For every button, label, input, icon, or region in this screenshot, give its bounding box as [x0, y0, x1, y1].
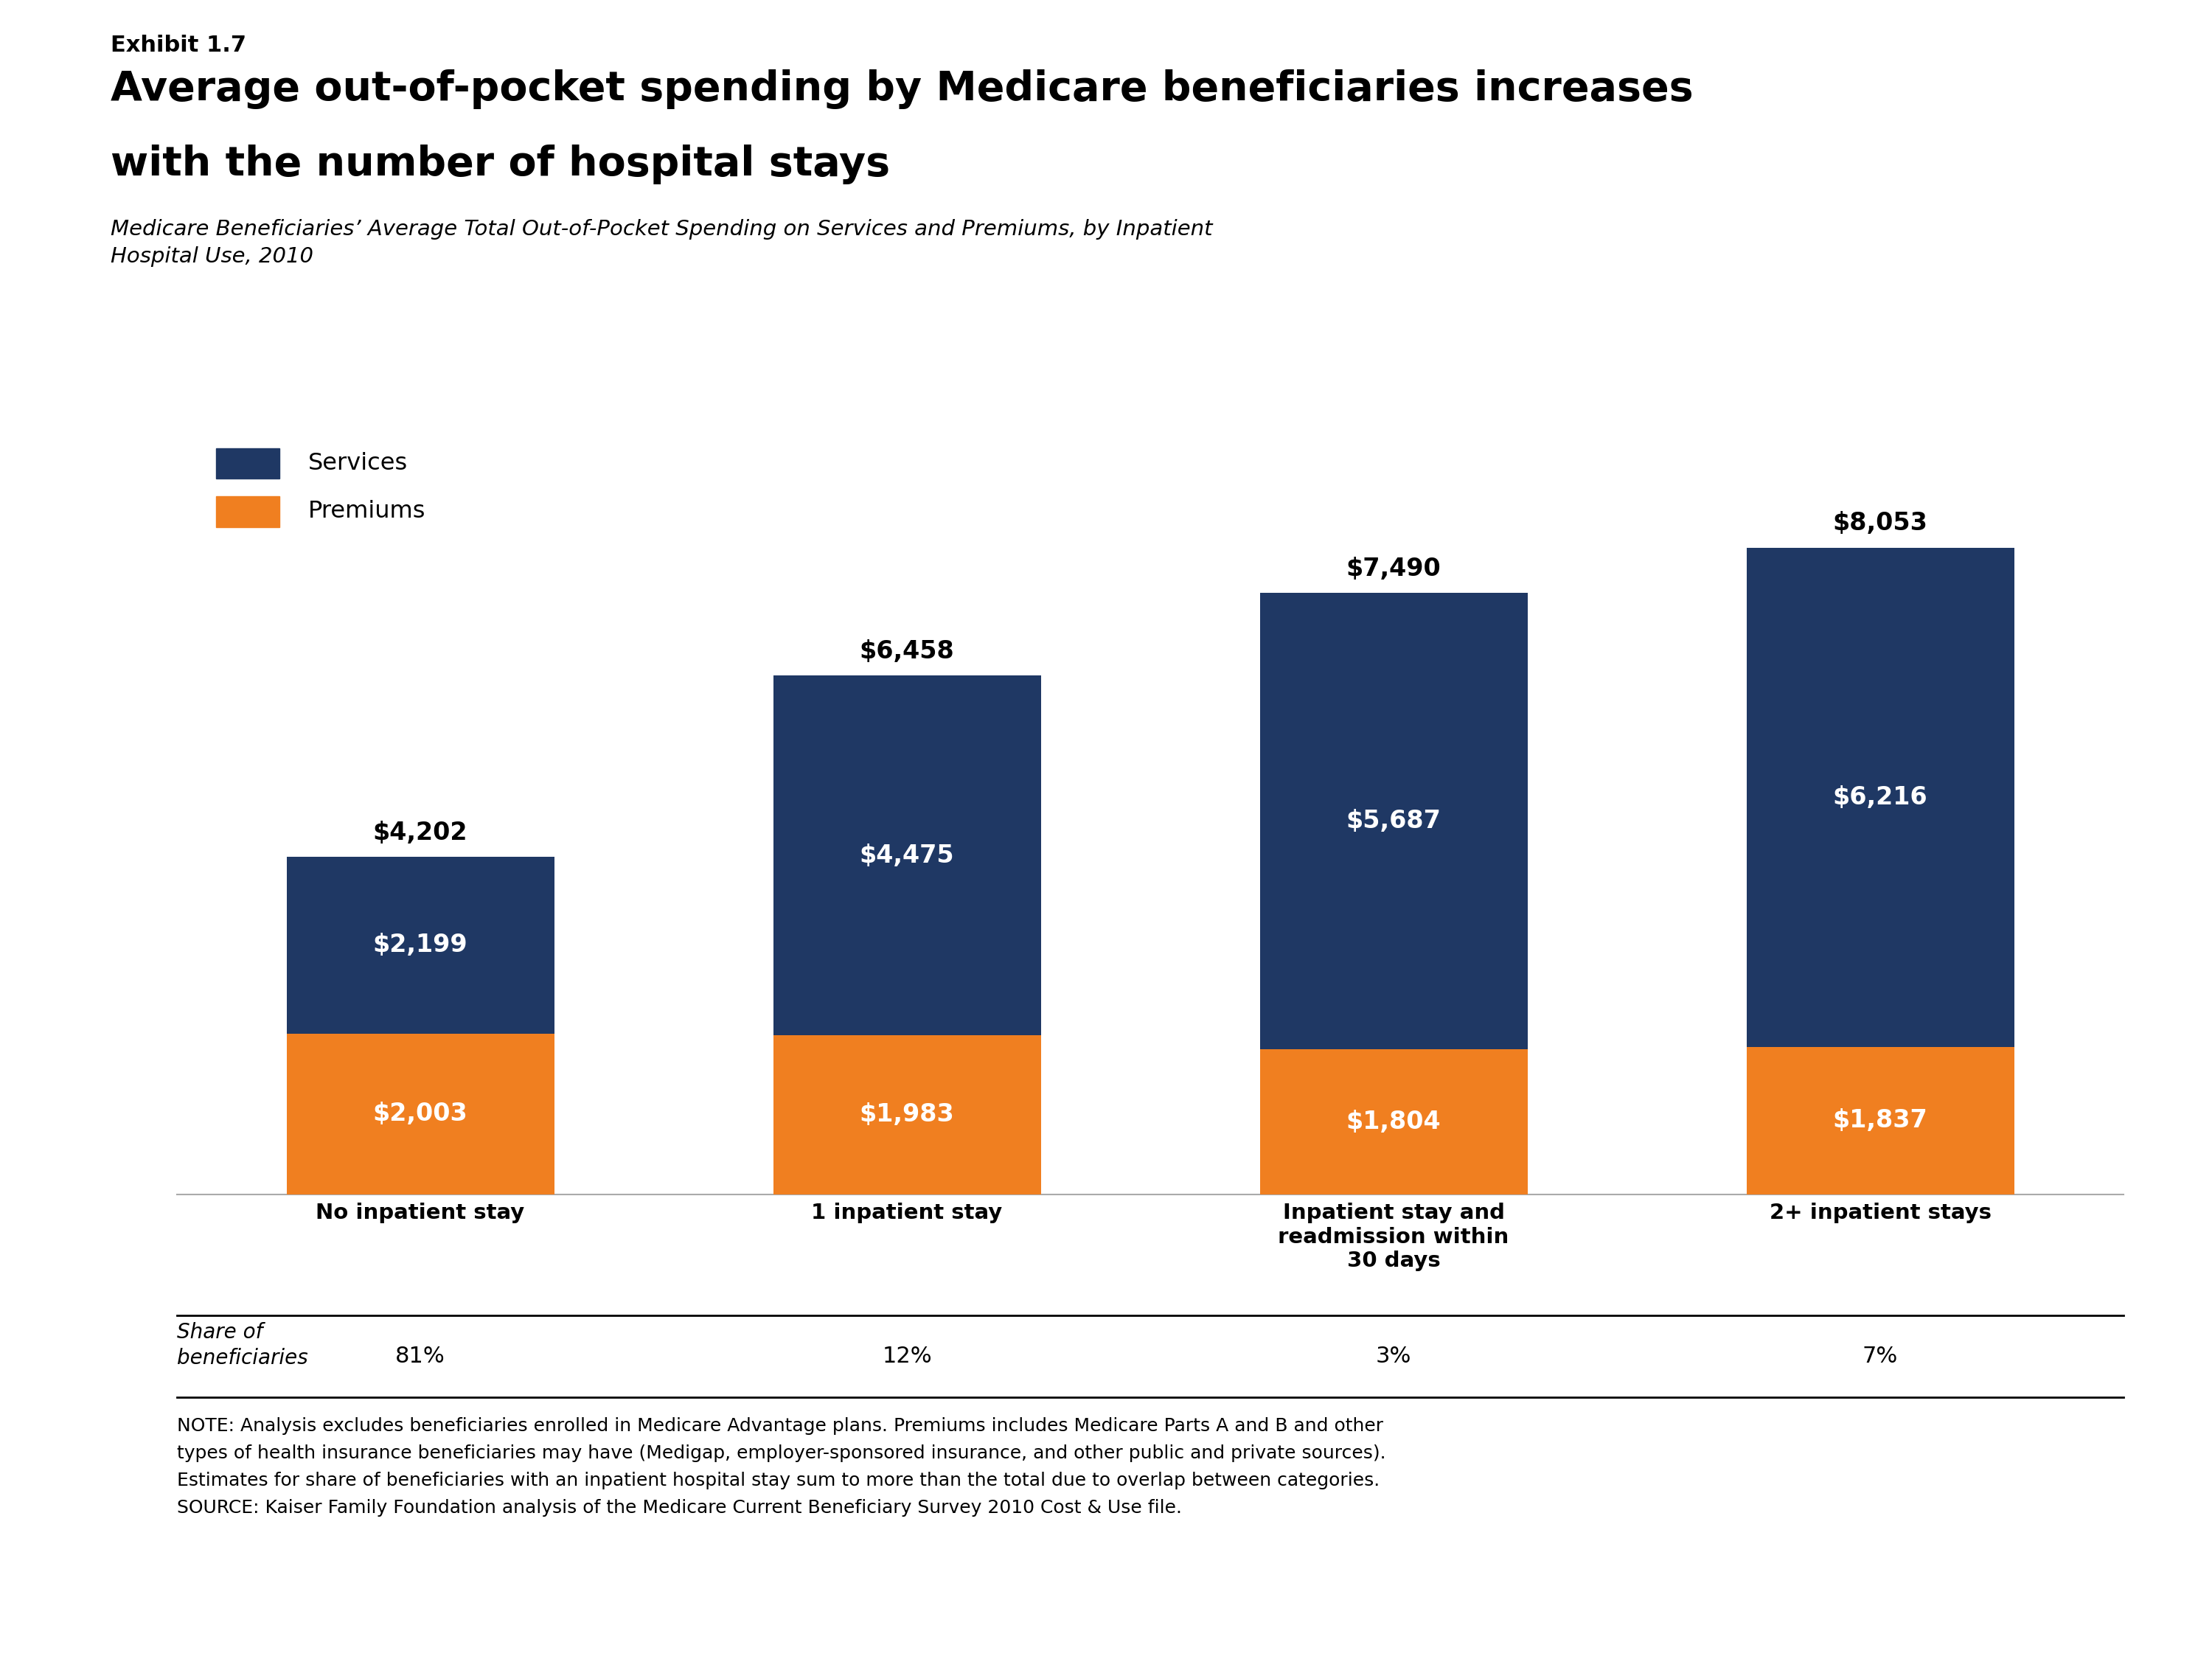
Bar — [1747, 1047, 2013, 1194]
Text: 3%: 3% — [1376, 1345, 1411, 1367]
Bar — [774, 675, 1040, 1035]
Text: $4,475: $4,475 — [860, 843, 953, 868]
Text: No inpatient stay: No inpatient stay — [316, 1203, 524, 1223]
Text: $1,804: $1,804 — [1347, 1110, 1440, 1135]
Bar — [774, 1035, 1040, 1194]
Bar — [288, 858, 553, 1034]
Text: 12%: 12% — [883, 1345, 931, 1367]
Text: $1,837: $1,837 — [1834, 1108, 1927, 1133]
Text: 1 inpatient stay: 1 inpatient stay — [812, 1203, 1002, 1223]
Bar — [1261, 592, 1526, 1050]
Text: $8,053: $8,053 — [1834, 511, 1927, 536]
Text: FOUNDATION: FOUNDATION — [1982, 1606, 2062, 1619]
Bar — [288, 1034, 553, 1194]
Text: $6,458: $6,458 — [860, 639, 953, 664]
Text: $1,983: $1,983 — [860, 1103, 953, 1126]
Text: Medicare Beneficiaries’ Average Total Out-of-Pocket Spending on Services and Pre: Medicare Beneficiaries’ Average Total Ou… — [111, 219, 1212, 267]
Bar — [217, 496, 279, 528]
Text: $7,490: $7,490 — [1347, 556, 1440, 581]
Bar — [217, 448, 279, 479]
Text: Services: Services — [307, 451, 407, 474]
Text: NOTE: Analysis excludes beneficiaries enrolled in Medicare Advantage plans. Prem: NOTE: Analysis excludes beneficiaries en… — [177, 1417, 1387, 1516]
Text: Share of
beneficiaries: Share of beneficiaries — [177, 1322, 307, 1369]
Bar — [1747, 547, 2013, 1047]
Bar — [1261, 1050, 1526, 1194]
Text: $5,687: $5,687 — [1347, 810, 1440, 833]
Text: 7%: 7% — [1863, 1345, 1898, 1367]
Text: FAMILY: FAMILY — [1978, 1543, 2066, 1564]
Text: KAISER: KAISER — [1975, 1501, 2068, 1521]
Text: $2,199: $2,199 — [374, 932, 467, 957]
Text: $4,202: $4,202 — [374, 821, 467, 844]
Text: 2+ inpatient stays: 2+ inpatient stays — [1770, 1203, 1991, 1223]
Text: Premiums: Premiums — [307, 501, 427, 523]
Text: THE HENRY J.: THE HENRY J. — [1982, 1447, 2062, 1460]
Text: 81%: 81% — [396, 1345, 445, 1367]
Text: Exhibit 1.7: Exhibit 1.7 — [111, 35, 246, 56]
Text: $6,216: $6,216 — [1834, 785, 1927, 810]
Text: with the number of hospital stays: with the number of hospital stays — [111, 144, 889, 184]
Text: $2,003: $2,003 — [374, 1102, 467, 1126]
Text: Average out-of-pocket spending by Medicare beneficiaries increases: Average out-of-pocket spending by Medica… — [111, 70, 1694, 109]
Text: Inpatient stay and
readmission within
30 days: Inpatient stay and readmission within 30… — [1279, 1203, 1509, 1271]
